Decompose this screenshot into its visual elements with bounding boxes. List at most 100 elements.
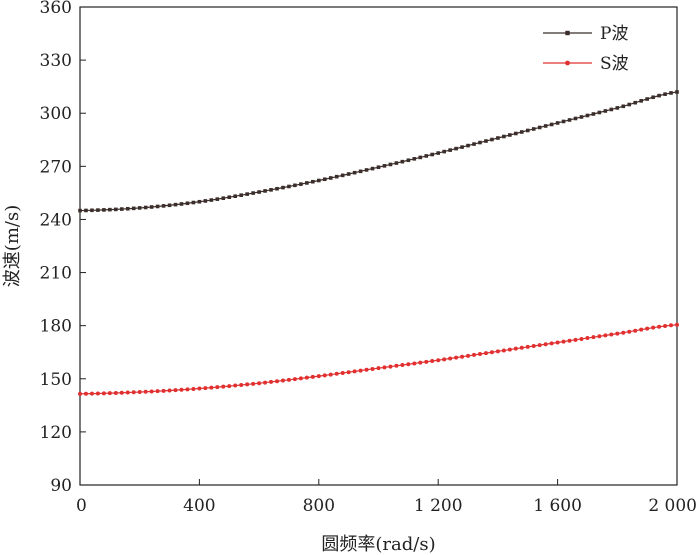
data-point: [675, 322, 679, 327]
data-point: [394, 161, 399, 165]
data-point: [203, 199, 208, 203]
data-point: [627, 102, 632, 107]
data-point: [573, 337, 578, 342]
data-point: [197, 386, 202, 391]
data-point: [161, 204, 166, 208]
data-point: [155, 389, 160, 394]
y-tick-label: 360: [40, 0, 72, 18]
data-point: [233, 194, 238, 198]
data-point: [651, 325, 656, 330]
data-point: [251, 191, 255, 195]
data-point: [125, 206, 130, 211]
data-point: [651, 95, 655, 100]
data-point: [525, 128, 530, 133]
data-point: [364, 367, 369, 372]
data-point: [484, 139, 488, 143]
data-point: [269, 188, 273, 192]
data-point: [131, 206, 136, 211]
data-point: [597, 334, 602, 339]
data-point: [490, 137, 494, 142]
data-point: [233, 383, 238, 388]
data-point: [502, 134, 506, 139]
data-point: [257, 190, 261, 194]
y-tick-label: 150: [40, 370, 72, 390]
data-point: [191, 200, 196, 205]
data-point: [298, 376, 303, 381]
data-point: [173, 388, 178, 393]
data-point: [84, 208, 88, 213]
data-point: [340, 173, 345, 178]
data-point: [340, 370, 345, 375]
data-point: [376, 366, 381, 371]
data-point: [203, 386, 208, 391]
data-point: [317, 178, 321, 183]
x-tick-label: 400: [183, 496, 215, 516]
data-point: [478, 140, 482, 145]
data-point: [639, 99, 643, 103]
data-point: [346, 172, 351, 176]
data-point: [322, 373, 327, 378]
y-tick-label: 300: [40, 104, 72, 124]
data-point: [406, 362, 411, 367]
data-point: [304, 375, 309, 380]
data-point: [603, 333, 608, 338]
data-point: [155, 204, 160, 209]
data-point: [579, 115, 584, 119]
data-point: [519, 130, 524, 134]
data-point: [346, 370, 351, 375]
data-point: [95, 391, 100, 396]
data-point: [531, 344, 536, 349]
data-point: [514, 131, 518, 136]
data-point: [292, 377, 297, 382]
data-point: [430, 359, 435, 364]
data-point: [472, 352, 477, 357]
data-point: [209, 385, 214, 390]
data-point: [454, 355, 459, 360]
data-point: [257, 381, 262, 386]
data-point: [334, 371, 339, 376]
y-tick-label: 120: [40, 423, 72, 443]
data-point: [263, 189, 267, 193]
data-point: [412, 361, 417, 366]
data-point: [543, 124, 548, 128]
data-point: [310, 374, 315, 379]
data-point: [508, 133, 512, 137]
y-axis-title: 波速(m/s): [2, 205, 23, 287]
data-point: [621, 104, 626, 109]
y-tick-label: 270: [40, 157, 72, 177]
series-group: [78, 90, 679, 396]
data-point: [197, 199, 202, 204]
data-point: [370, 366, 375, 371]
data-point: [149, 389, 154, 394]
data-point: [119, 207, 124, 211]
data-point: [460, 354, 465, 359]
legend: P波 S波: [543, 24, 629, 74]
data-point: [215, 385, 220, 390]
x-tick-label: 2 000: [648, 496, 697, 516]
data-point: [179, 387, 184, 392]
data-point: [185, 201, 190, 206]
data-point: [418, 360, 423, 365]
data-point: [358, 368, 363, 373]
data-point: [633, 328, 638, 333]
data-point: [125, 390, 130, 395]
data-point: [591, 112, 596, 116]
data-point: [424, 154, 429, 158]
data-point: [161, 388, 166, 393]
data-point: [400, 363, 405, 368]
data-point: [466, 143, 470, 148]
data-point: [245, 192, 249, 196]
data-point: [96, 208, 100, 212]
plot-frame: [79, 6, 678, 486]
data-point: [543, 342, 548, 347]
data-point: [483, 351, 488, 356]
x-axis-title: 圆频率(rad/s): [321, 534, 435, 555]
legend-marker: [565, 60, 570, 66]
data-point: [209, 198, 214, 202]
data-point: [669, 323, 674, 328]
data-point: [585, 336, 590, 341]
data-point: [448, 356, 453, 361]
legend-label: S波: [600, 54, 629, 74]
data-point: [239, 382, 244, 387]
